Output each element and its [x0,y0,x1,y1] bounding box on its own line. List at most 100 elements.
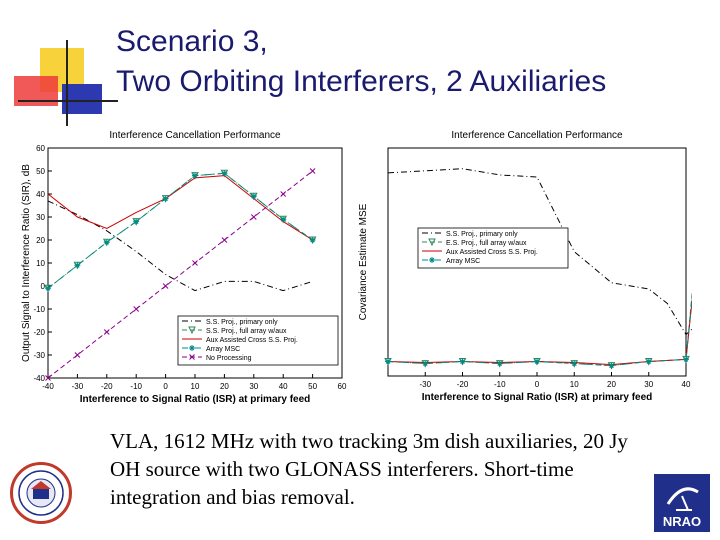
x-tick-label: 50 [308,382,317,391]
x-axis-label: Interference to Signal Ratio (ISR) at pr… [80,394,311,405]
university-seal-logo [10,462,72,524]
legend-label: Array MSC [206,346,240,353]
x-tick-label: 30 [644,380,653,389]
x-tick-label: -40 [42,382,54,391]
series-point [422,360,429,367]
seal-icon [18,470,64,516]
y-tick-label: -30 [33,351,45,360]
series-point [385,358,391,365]
series-point [645,358,652,365]
left-chart: Interference Cancellation Performance -40… [20,126,350,410]
y-tick-label: -10 [33,305,45,314]
y-tick-label: 60 [36,144,45,153]
legend-box [417,227,569,269]
y-tick-label: -20 [33,328,45,337]
slide-caption: VLA, 1612 MHz with two tracking 3m dish … [110,429,628,509]
x-tick-label: -20 [101,382,113,391]
x-tick-label: -10 [130,382,142,391]
y-axis-label: Output Signal to Interference Ratio (SIR… [21,164,32,362]
series-line [47,175,313,241]
series-point [133,306,140,312]
x-tick-label: 30 [249,382,258,391]
x-tick-label: -10 [494,380,506,389]
series-point [103,239,110,246]
legend-label: S.S. Proj., full array w/aux [206,328,287,335]
legend-label: Aux Assisted Cross S.S. Proj. [206,337,298,344]
legend-box [177,315,339,366]
x-tick-label: 60 [338,382,347,391]
x-tick-label: 40 [279,382,288,391]
legend-marker [189,354,195,360]
series-point [192,260,198,266]
y-tick-label: 0 [41,282,46,291]
x-tick-label: 10 [570,380,579,389]
series-point [192,172,198,179]
series-point [250,193,257,200]
legend-label: Aux Assisted Cross S.S. Proj. [446,249,538,256]
legend-label: Array MSC [446,258,480,265]
series-point [496,360,503,367]
series-line [47,172,313,289]
x-tick-label: -30 [419,380,431,389]
y-tick-label: 10 [36,259,45,268]
series-point [250,214,257,220]
chart-title: Interference Cancellation Performance [451,130,623,141]
legend-label: S.S. Proj., primary only [446,231,518,238]
x-tick-label: -20 [457,380,469,389]
legend-label: E.S. Proj., full array w/aux [446,240,527,247]
y-tick-label: 40 [36,190,45,199]
x-tick-label: 20 [220,382,229,391]
series-line [47,172,313,289]
series-point [280,216,287,223]
series-point [571,360,578,367]
series-point [45,285,51,292]
x-tick-label: 40 [682,380,691,389]
legend-marker [189,345,195,351]
legend-label: No Processing [206,355,252,362]
series-point [133,218,140,225]
x-tick-label: 0 [535,380,540,389]
series-point [162,195,169,202]
series-point [74,262,81,269]
series-point [45,375,51,381]
series-point [309,237,316,243]
y-tick-label: 20 [36,236,45,245]
nrao-logo-text: NRAO [663,514,701,529]
legend-marker [188,326,196,335]
legend-label: S.S. Proj., primary only [206,319,278,326]
series-point [221,170,228,177]
series-point [309,168,316,174]
series-line [47,200,313,292]
y-axis-label: Covariance Estimate MSE [358,203,369,320]
deco-blue-square [62,84,102,114]
series-line [387,179,706,366]
series-point [221,237,228,243]
series-line [387,168,706,367]
x-tick-label: 0 [163,382,168,391]
left-chart-svg: Interference Cancellation Performance -40… [21,130,347,405]
y-tick-label: 30 [36,213,45,222]
series-point [683,356,689,363]
nrao-dish-icon: NRAO [656,476,708,530]
nrao-logo: NRAO [654,474,710,532]
series-point [103,329,110,335]
series-point [608,362,615,369]
series-point [459,358,466,365]
y-tick-label: 50 [36,167,45,176]
right-chart: Interference Cancellation Performance -30… [356,126,709,410]
series-point [280,191,287,197]
deco-horizontal-line [18,100,118,102]
legend-marker [428,238,436,247]
series-point [534,358,540,365]
x-tick-label: 10 [191,382,200,391]
slide-title: Scenario 3, Two Orbiting Interferers, 2 … [116,22,606,102]
title-line-2: Two Orbiting Interferers, 2 Auxiliaries [116,65,607,98]
series-line [387,168,705,336]
chart-title: Interference Cancellation Performance [109,130,281,141]
series-point [74,352,81,358]
x-axis-label: Interference to Signal Ratio (ISR) at pr… [422,392,653,403]
deco-vertical-line [66,40,68,128]
right-chart-svg: Interference Cancellation Performance -30… [358,130,709,403]
title-line-1: Scenario 3, [116,25,268,58]
series-point [162,283,169,289]
